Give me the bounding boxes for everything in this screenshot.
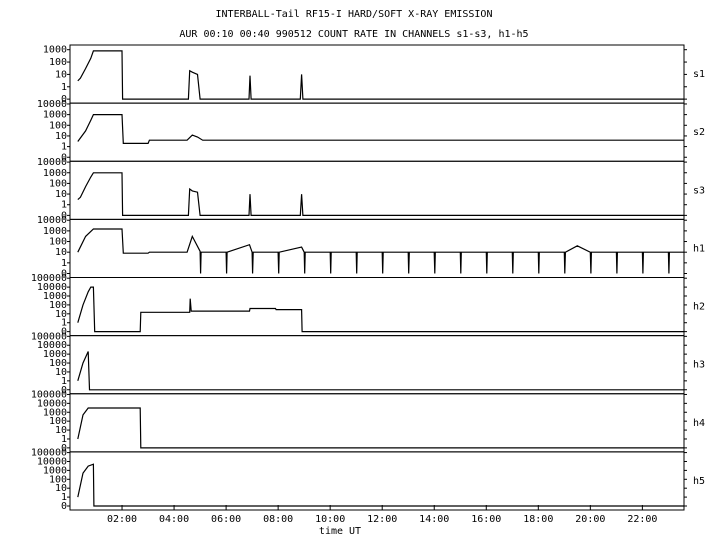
y-tick-label: 0	[61, 443, 67, 454]
y-tick-label: 10	[55, 247, 67, 258]
y-tick-label: 10000	[37, 215, 67, 226]
y-tick-label: 1000	[43, 465, 67, 476]
y-tick-label: 100	[49, 416, 67, 427]
y-tick-label: 100	[49, 300, 67, 311]
y-tick-label: 1	[61, 376, 67, 387]
y-tick-label: 1000	[43, 349, 67, 360]
y-tick-label: 10	[55, 425, 67, 436]
y-tick-label: 100	[49, 178, 67, 189]
y-tick-label: 100	[49, 237, 67, 248]
x-tick-label: 16:00	[471, 514, 501, 525]
x-tick-label: 08:00	[263, 514, 293, 525]
y-tick-label: 10000	[37, 398, 67, 409]
y-tick-label: 1	[61, 200, 67, 211]
y-tick-label: 1	[61, 434, 67, 445]
trace	[77, 114, 684, 144]
panel-label: s3	[693, 185, 705, 196]
y-tick-label: 0	[61, 94, 67, 105]
y-tick-label: 1	[61, 82, 67, 93]
y-tick-label: 1000	[43, 110, 67, 121]
trace	[77, 228, 684, 274]
y-tick-label: 100	[49, 57, 67, 68]
y-tick-label: 100000	[31, 389, 67, 400]
x-tick-label: 12:00	[367, 514, 397, 525]
trace	[77, 463, 684, 507]
y-tick-label: 10	[55, 309, 67, 320]
y-tick-label: 10	[55, 367, 67, 378]
y-tick-label: 100000	[31, 448, 67, 459]
x-tick-label: 02:00	[107, 514, 137, 525]
panel-label: h5	[693, 476, 705, 487]
x-tick-label: 18:00	[523, 514, 553, 525]
trace	[77, 50, 684, 100]
y-tick-label: 1000	[43, 291, 67, 302]
y-tick-label: 1000	[43, 407, 67, 418]
y-tick-label: 10	[55, 189, 67, 200]
y-tick-label: 1	[61, 258, 67, 269]
y-tick-label: 10000	[37, 99, 67, 110]
y-tick-label: 100000	[31, 331, 67, 342]
y-tick-label: 10000	[37, 456, 67, 467]
y-tick-label: 1	[61, 142, 67, 153]
x-tick-label: 22:00	[627, 514, 657, 525]
chart-title: INTERBALL-Tail RF15-I HARD/SOFT X-RAY EM…	[216, 9, 493, 20]
y-tick-label: 1000	[43, 226, 67, 237]
panel-label: h3	[693, 360, 705, 371]
y-tick-label: 100	[49, 358, 67, 369]
x-axis-label: time UT	[319, 526, 361, 537]
y-tick-label: 10	[55, 131, 67, 142]
y-tick-label: 10000	[37, 340, 67, 351]
y-tick-label: 1	[61, 492, 67, 503]
y-tick-label: 1	[61, 318, 67, 329]
y-tick-label: 1000	[43, 45, 67, 56]
x-tick-label: 14:00	[419, 514, 449, 525]
panel-label: h4	[693, 418, 705, 429]
panel-label: s2	[693, 127, 705, 138]
x-tick-label: 04:00	[159, 514, 189, 525]
trace	[77, 407, 684, 449]
y-tick-label: 0	[61, 269, 67, 280]
trace	[77, 351, 684, 391]
y-tick-label: 100	[49, 474, 67, 485]
y-tick-label: 10	[55, 483, 67, 494]
panel-label: h1	[693, 243, 705, 254]
y-tick-label: 10	[55, 69, 67, 80]
panel-label: s1	[693, 69, 705, 80]
chart-subtitle: AUR 00:10 00:40 990512 COUNT RATE IN CHA…	[179, 29, 528, 40]
y-tick-label: 0	[61, 501, 67, 512]
panel-label: h2	[693, 302, 705, 313]
x-tick-label: 06:00	[211, 514, 241, 525]
panel-frame	[69, 451, 685, 511]
y-tick-label: 100000	[31, 273, 67, 284]
y-tick-label: 0	[61, 385, 67, 396]
y-tick-label: 0	[61, 327, 67, 338]
trace	[77, 286, 684, 333]
y-tick-label: 1000	[43, 168, 67, 179]
y-tick-label: 10000	[37, 282, 67, 293]
y-tick-label: 0	[61, 210, 67, 221]
x-tick-label: 20:00	[575, 514, 605, 525]
y-tick-label: 0	[61, 152, 67, 163]
x-tick-label: 10:00	[315, 514, 345, 525]
y-tick-label: 10000	[37, 157, 67, 168]
trace	[77, 172, 684, 216]
y-tick-label: 100	[49, 120, 67, 131]
